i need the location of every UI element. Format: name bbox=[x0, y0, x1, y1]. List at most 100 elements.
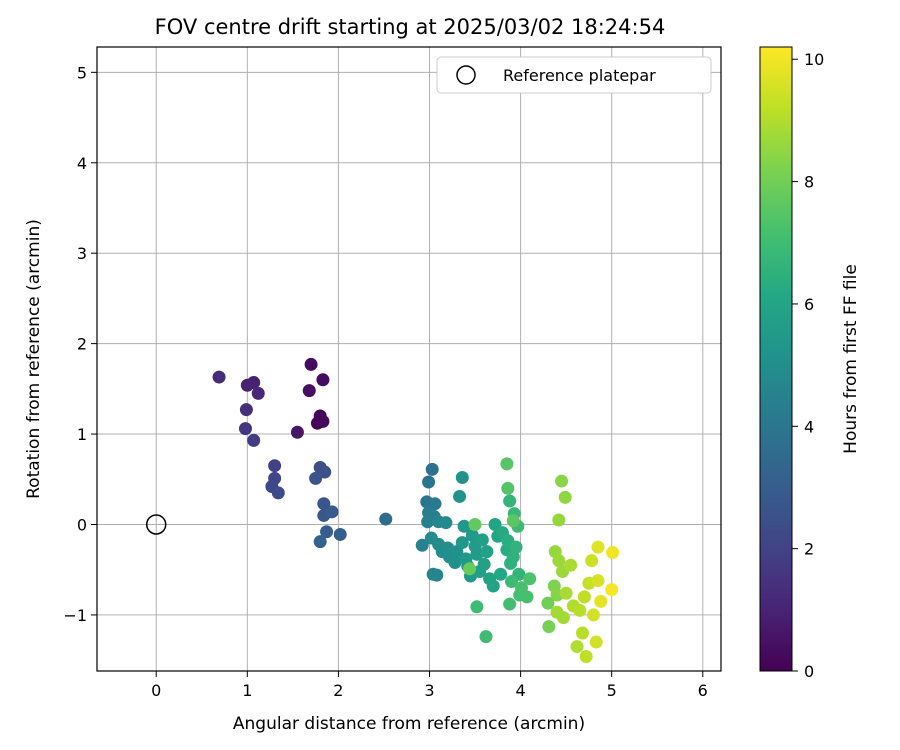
data-point bbox=[594, 594, 608, 608]
data-point bbox=[503, 494, 517, 508]
colorbar bbox=[759, 46, 793, 672]
data-point bbox=[591, 574, 605, 588]
data-point bbox=[212, 370, 226, 384]
x-tick-label: 6 bbox=[698, 681, 708, 700]
data-point bbox=[453, 489, 467, 503]
data-point bbox=[313, 409, 327, 423]
x-tick-label: 1 bbox=[242, 681, 252, 700]
legend-entry-label: Reference platepar bbox=[503, 66, 656, 85]
colorbar-label: Hours from first FF file bbox=[841, 264, 861, 454]
data-point bbox=[318, 465, 332, 479]
data-point bbox=[500, 457, 514, 471]
y-tick-label: 0 bbox=[77, 515, 87, 534]
data-point bbox=[470, 600, 484, 614]
y-tick-label: 5 bbox=[77, 63, 87, 82]
x-axis-label: Angular distance from reference (arcmin) bbox=[233, 714, 585, 734]
x-tick-label: 5 bbox=[607, 681, 617, 700]
data-point bbox=[479, 630, 493, 644]
data-point bbox=[558, 490, 572, 504]
legend-marker bbox=[456, 65, 476, 85]
data-point bbox=[503, 597, 517, 611]
data-point bbox=[523, 572, 537, 586]
legend-box bbox=[436, 56, 712, 94]
data-point bbox=[570, 640, 584, 654]
data-point bbox=[506, 550, 520, 564]
reference-platepar-marker bbox=[145, 514, 167, 535]
data-point bbox=[421, 515, 435, 529]
data-point bbox=[415, 538, 429, 552]
y-axis-label: Rotation from reference (arcmin) bbox=[24, 219, 44, 499]
y-axis-ticks: −1 0 1 2 3 4 5 bbox=[63, 63, 97, 625]
data-point bbox=[586, 608, 600, 622]
data-point bbox=[304, 357, 318, 371]
y-tick-label: −1 bbox=[63, 606, 87, 625]
data-point bbox=[577, 590, 591, 604]
x-tick-label: 4 bbox=[515, 681, 525, 700]
data-point bbox=[422, 475, 436, 489]
data-point bbox=[477, 557, 491, 571]
colorbar-tick-label: 8 bbox=[804, 173, 814, 192]
x-axis-ticks: 0 1 2 3 4 5 6 bbox=[151, 671, 708, 700]
data-point bbox=[475, 533, 489, 547]
data-point bbox=[448, 555, 462, 569]
reference-marker bbox=[145, 514, 167, 535]
data-point bbox=[486, 579, 500, 593]
data-point bbox=[506, 514, 520, 528]
data-point bbox=[579, 650, 593, 664]
data-point bbox=[302, 384, 316, 398]
data-point bbox=[455, 470, 469, 484]
data-point bbox=[239, 403, 253, 417]
data-point bbox=[556, 611, 570, 625]
data-point bbox=[379, 512, 393, 526]
data-point bbox=[555, 474, 569, 488]
data-point bbox=[428, 497, 442, 511]
data-point bbox=[455, 536, 469, 550]
data-point bbox=[463, 562, 477, 576]
data-point bbox=[589, 635, 603, 649]
y-tick-label: 2 bbox=[77, 335, 87, 354]
colorbar-tick-label: 0 bbox=[804, 662, 814, 681]
data-point bbox=[520, 590, 534, 604]
colorbar-tick-label: 10 bbox=[804, 50, 824, 69]
data-point bbox=[504, 574, 518, 588]
data-point bbox=[605, 583, 619, 597]
chart-title: FOV centre drift starting at 2025/03/02 … bbox=[155, 15, 666, 39]
data-point bbox=[268, 459, 282, 473]
colorbar-ticks: 0 2 4 6 8 10 bbox=[792, 50, 824, 681]
data-point bbox=[501, 481, 515, 495]
data-point bbox=[309, 471, 323, 485]
data-point bbox=[313, 535, 327, 549]
data-point bbox=[425, 462, 439, 476]
data-point bbox=[564, 558, 578, 572]
data-point bbox=[316, 373, 330, 387]
data-point bbox=[290, 425, 304, 439]
data-point bbox=[317, 497, 331, 511]
data-point bbox=[333, 527, 347, 541]
data-point bbox=[251, 386, 265, 400]
data-point bbox=[470, 547, 484, 561]
data-point bbox=[541, 596, 555, 610]
scatter-points bbox=[212, 357, 620, 664]
data-point bbox=[509, 540, 523, 554]
data-point bbox=[468, 517, 482, 531]
data-point bbox=[247, 433, 261, 447]
x-tick-label: 0 bbox=[151, 681, 161, 700]
data-point bbox=[240, 378, 254, 392]
colorbar-tick-label: 4 bbox=[804, 417, 814, 436]
data-point bbox=[325, 505, 339, 519]
data-point bbox=[465, 528, 479, 542]
data-point bbox=[439, 516, 453, 530]
data-point bbox=[271, 486, 285, 500]
colorbar-tick-label: 6 bbox=[804, 295, 814, 314]
legend: Reference platepar bbox=[436, 56, 712, 94]
data-point bbox=[585, 554, 599, 568]
y-tick-label: 1 bbox=[77, 425, 87, 444]
colorbar-tick-label: 2 bbox=[804, 540, 814, 559]
x-tick-label: 3 bbox=[424, 681, 434, 700]
y-tick-label: 3 bbox=[77, 244, 87, 263]
data-point bbox=[542, 620, 556, 634]
data-point bbox=[576, 626, 590, 640]
data-point bbox=[320, 525, 334, 539]
data-point bbox=[559, 586, 573, 600]
